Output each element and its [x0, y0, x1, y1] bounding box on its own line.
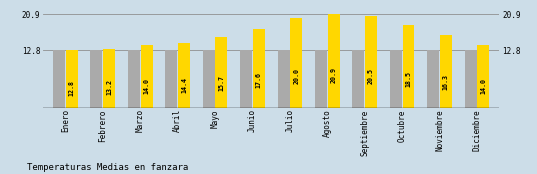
Bar: [90, 50, 103, 108]
Bar: [440, 35, 452, 108]
Text: 14.0: 14.0: [143, 78, 150, 94]
Bar: [390, 50, 402, 108]
Bar: [465, 50, 477, 108]
Text: 17.6: 17.6: [256, 72, 262, 88]
Text: 20.5: 20.5: [368, 68, 374, 84]
Bar: [253, 29, 265, 108]
Bar: [165, 50, 177, 108]
Bar: [365, 16, 377, 108]
Bar: [215, 37, 227, 108]
Text: 12.8: 12.8: [69, 80, 75, 96]
Bar: [352, 50, 364, 108]
Bar: [315, 50, 327, 108]
Bar: [103, 49, 115, 108]
Bar: [291, 18, 302, 108]
Text: 14.4: 14.4: [181, 77, 187, 93]
Text: 20.0: 20.0: [293, 69, 299, 85]
Bar: [328, 14, 340, 108]
Text: 13.2: 13.2: [106, 79, 112, 95]
Text: 15.7: 15.7: [219, 75, 224, 91]
Bar: [203, 50, 215, 108]
Bar: [403, 25, 415, 108]
Bar: [128, 50, 140, 108]
Bar: [427, 50, 439, 108]
Bar: [240, 50, 252, 108]
Text: 16.3: 16.3: [443, 74, 449, 90]
Text: 20.9: 20.9: [331, 67, 337, 83]
Bar: [53, 50, 65, 108]
Bar: [477, 45, 489, 108]
Bar: [178, 43, 190, 108]
Text: 18.5: 18.5: [405, 71, 411, 87]
Bar: [141, 45, 153, 108]
Text: Temperaturas Medias en fanzara: Temperaturas Medias en fanzara: [27, 163, 188, 172]
Bar: [278, 50, 289, 108]
Text: 14.0: 14.0: [480, 78, 487, 94]
Bar: [66, 50, 78, 108]
